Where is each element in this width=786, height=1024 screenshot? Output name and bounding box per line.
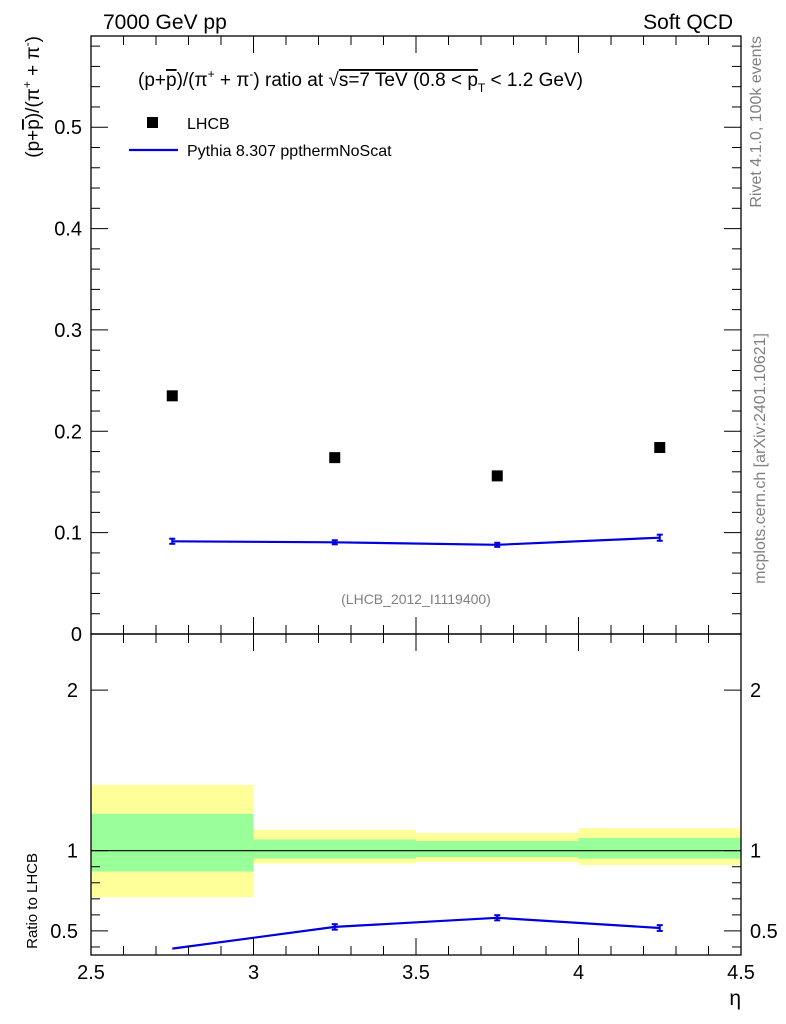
y-tick-label: 0.5 xyxy=(54,117,82,139)
ratio-errorbar xyxy=(331,923,338,931)
lhcb-data-point xyxy=(491,470,503,482)
pythia-errorbar xyxy=(169,537,176,545)
header-left-label: 7000 GeV pp xyxy=(103,11,227,34)
lhcb-data-point xyxy=(654,442,666,454)
analysis-watermark: (LHCB_2012_I1119400) xyxy=(341,591,491,607)
ratio-y-tick-label-left: 0.5 xyxy=(50,921,78,943)
ratio-frame xyxy=(90,633,742,956)
ratio-y-tick-label-left: 1 xyxy=(67,841,78,863)
pythia-errorbar xyxy=(656,533,663,542)
ratio-pythia-line xyxy=(172,916,660,950)
ratio-y-tick-label-right: 2 xyxy=(750,680,761,702)
uncertainty-band-inner xyxy=(416,841,579,858)
lhcb-data-point xyxy=(329,452,341,464)
main-panel: 0 0.1 0.2 0.3 0.4 0.5 (p+p)/(π+ + π-) ratio a… xyxy=(20,35,742,646)
header-right-label: Soft QCD xyxy=(643,11,733,34)
chart-title: (p+p)/(π+ + π-) ratio at √s=7 TeV (0.8 <… xyxy=(138,67,583,95)
legend-lhcb-label: LHCB xyxy=(187,116,230,133)
ratio-errorbar xyxy=(656,924,663,932)
ratio-ylabel: Ratio to LHCB xyxy=(24,853,41,949)
ratio-errorbar xyxy=(494,914,501,922)
uncertainty-band-inner xyxy=(578,837,741,859)
uncertainty-band-inner xyxy=(253,839,416,859)
legend-lhcb-marker xyxy=(147,117,158,128)
pythia-errorbar xyxy=(331,539,338,546)
y-tick-label: 0 xyxy=(71,624,82,646)
main-ylabel: (p+p)/(π+ + π-) xyxy=(20,36,44,158)
ratio-y-tick-label-left: 2 xyxy=(67,680,78,702)
y-tick-label: 0.3 xyxy=(54,320,82,342)
uncertainty-band-inner xyxy=(91,813,254,872)
legend-pythia-label: Pythia 8.307 ppthermNoScat xyxy=(187,143,392,160)
ratio-y-tick-label-right: 1 xyxy=(750,841,761,863)
ratio-panel: 0.5 0.5 1 1 2 2 2.5 3 3.5 4 4.5 Ratio to LHCB η xyxy=(24,633,778,1010)
x-tick-label: 4 xyxy=(573,962,584,984)
pythia-errorbar xyxy=(494,541,501,548)
lhcb-data-point xyxy=(166,390,178,402)
ratio-y-tick-label-right: 0.5 xyxy=(750,921,778,943)
y-tick-label: 0.4 xyxy=(54,219,82,241)
x-tick-label: 2.5 xyxy=(77,962,105,984)
pythia-line xyxy=(172,536,660,546)
mcplots-label: mcplots.cern.ch [arXiv:2401.10621] xyxy=(752,333,769,584)
x-axis-label: η xyxy=(729,987,741,1010)
y-tick-label: 0.2 xyxy=(54,421,82,443)
rivet-version-label: Rivet 4.1.0, 100k events xyxy=(748,36,765,208)
x-tick-label: 3.5 xyxy=(402,962,430,984)
y-tick-label: 0.1 xyxy=(54,523,82,545)
legend: LHCB Pythia 8.307 ppthermNoScat xyxy=(129,116,392,160)
x-tick-label: 3 xyxy=(248,962,259,984)
x-tick-label: 4.5 xyxy=(727,962,755,984)
